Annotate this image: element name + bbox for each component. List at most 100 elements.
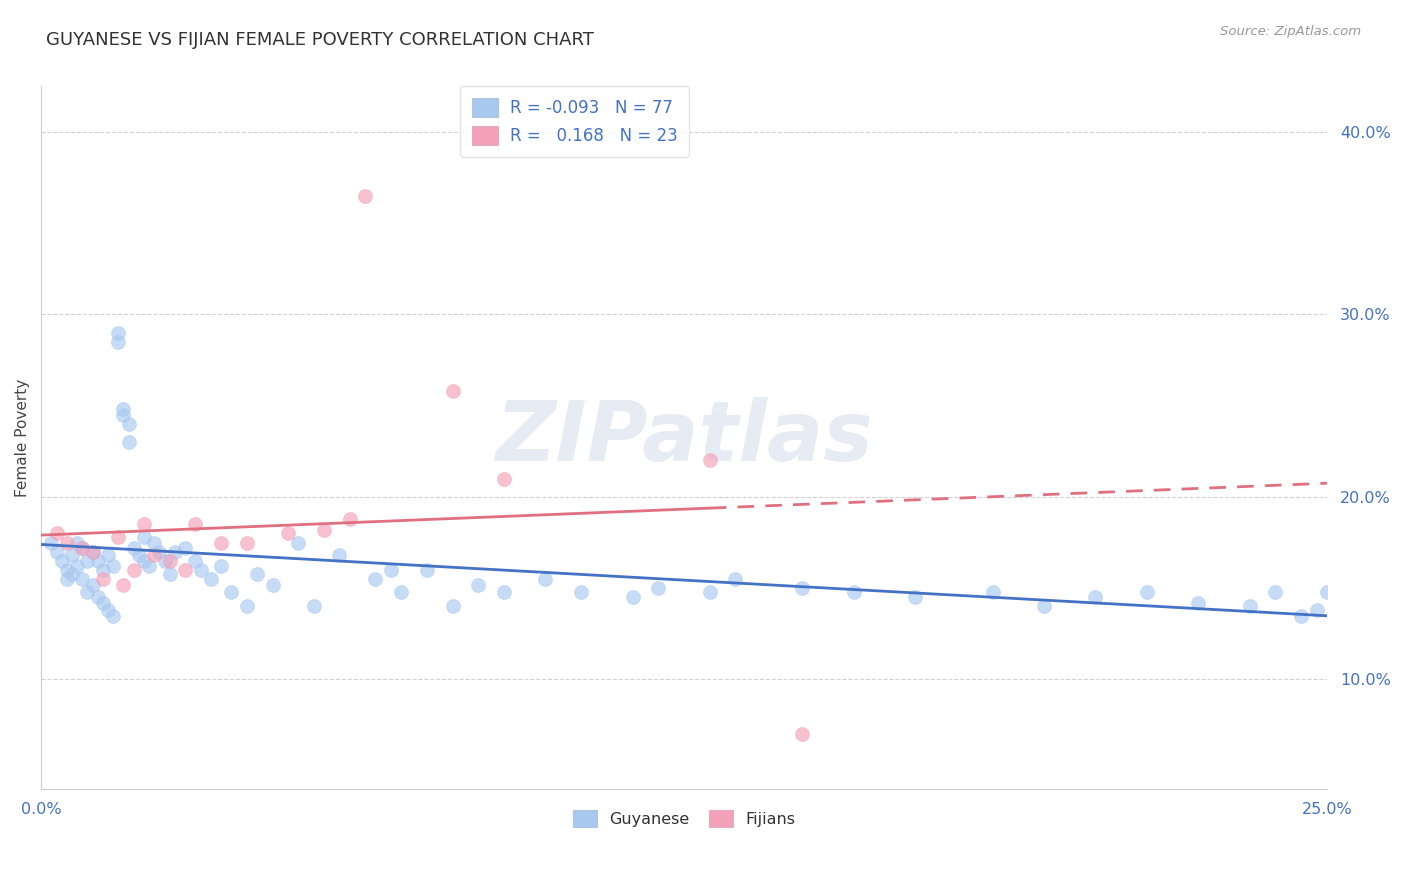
Legend: Guyanese, Fijians: Guyanese, Fijians <box>567 804 801 834</box>
Point <box>364 572 387 586</box>
Point <box>184 517 207 532</box>
Point <box>66 559 89 574</box>
Point <box>1084 591 1107 605</box>
Point <box>163 544 186 558</box>
Point <box>1239 599 1261 614</box>
Point <box>143 535 166 549</box>
Point <box>724 572 747 586</box>
Point <box>842 584 865 599</box>
Point <box>1264 584 1286 599</box>
Point <box>117 417 139 431</box>
Point <box>184 554 207 568</box>
Point <box>112 577 135 591</box>
Point <box>174 541 197 555</box>
Point <box>699 584 721 599</box>
Point <box>339 512 361 526</box>
Point <box>1316 584 1339 599</box>
Point <box>132 554 155 568</box>
Point <box>107 334 129 349</box>
Point <box>91 596 114 610</box>
Point <box>569 584 592 599</box>
Point <box>107 530 129 544</box>
Text: GUYANESE VS FIJIAN FEMALE POVERTY CORRELATION CHART: GUYANESE VS FIJIAN FEMALE POVERTY CORREL… <box>46 31 595 49</box>
Point <box>174 563 197 577</box>
Point <box>91 563 114 577</box>
Point <box>97 603 120 617</box>
Point <box>82 544 104 558</box>
Point <box>82 544 104 558</box>
Point <box>492 472 515 486</box>
Point <box>60 566 83 581</box>
Point <box>792 727 814 741</box>
Point <box>981 584 1004 599</box>
Point <box>492 584 515 599</box>
Point <box>132 530 155 544</box>
Point <box>221 584 243 599</box>
Point <box>82 577 104 591</box>
Point <box>1289 608 1312 623</box>
Point <box>1187 596 1209 610</box>
Point <box>647 581 669 595</box>
Point <box>904 591 927 605</box>
Point <box>101 559 124 574</box>
Point <box>380 563 402 577</box>
Point <box>1136 584 1159 599</box>
Point <box>112 402 135 417</box>
Point <box>91 572 114 586</box>
Text: Source: ZipAtlas.com: Source: ZipAtlas.com <box>1220 25 1361 38</box>
Point <box>86 591 108 605</box>
Point <box>236 599 259 614</box>
Point <box>60 549 83 563</box>
Point <box>56 572 79 586</box>
Text: ZIPatlas: ZIPatlas <box>495 397 873 478</box>
Point <box>302 599 325 614</box>
Point <box>209 559 232 574</box>
Point <box>312 523 335 537</box>
Point <box>101 608 124 623</box>
Point <box>122 541 145 555</box>
Point <box>328 549 350 563</box>
Point <box>56 563 79 577</box>
Point <box>117 435 139 450</box>
Point <box>467 577 489 591</box>
Point <box>354 189 377 203</box>
Point <box>45 544 67 558</box>
Point <box>148 544 170 558</box>
Point <box>246 566 269 581</box>
Point <box>122 563 145 577</box>
Point <box>132 517 155 532</box>
Point <box>72 572 94 586</box>
Point <box>441 384 464 398</box>
Point <box>621 591 644 605</box>
Point <box>76 584 98 599</box>
Point <box>699 453 721 467</box>
Point <box>534 572 557 586</box>
Point <box>56 535 79 549</box>
Point <box>128 549 150 563</box>
Point <box>72 541 94 555</box>
Point <box>45 526 67 541</box>
Point <box>416 563 439 577</box>
Point <box>262 577 284 591</box>
Point <box>72 541 94 555</box>
Point <box>190 563 212 577</box>
Point <box>107 326 129 340</box>
Point <box>277 526 299 541</box>
Point <box>138 559 160 574</box>
Y-axis label: Female Poverty: Female Poverty <box>15 378 30 497</box>
Point <box>41 535 63 549</box>
Point <box>159 554 181 568</box>
Point <box>287 535 309 549</box>
Point <box>86 554 108 568</box>
Point <box>153 554 176 568</box>
Point <box>236 535 259 549</box>
Point <box>97 549 120 563</box>
Point <box>209 535 232 549</box>
Point <box>159 566 181 581</box>
Point <box>143 549 166 563</box>
Point <box>1305 603 1327 617</box>
Point <box>66 535 89 549</box>
Point <box>389 584 412 599</box>
Point <box>200 572 222 586</box>
Point <box>112 408 135 422</box>
